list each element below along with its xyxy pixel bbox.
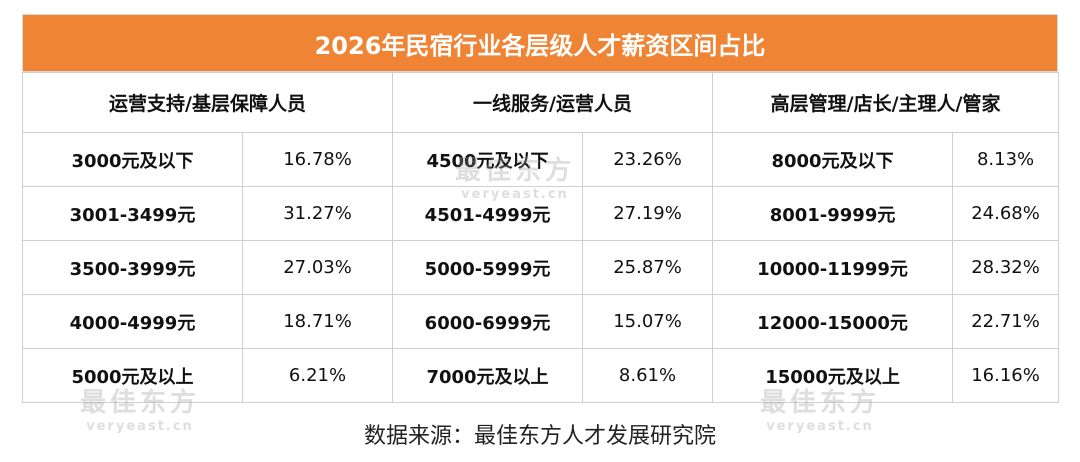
group-header: 运营支持/基层保障人员	[21, 72, 394, 133]
table-row: 4000-4999元 18.71% 6000-6999元 15.07% 1200…	[22, 294, 1060, 349]
salary-share: 8.61%	[582, 348, 714, 403]
data-source-note: 数据来源：最佳东方人才发展研究院	[363, 424, 716, 449]
salary-range: 8000元及以下	[712, 132, 954, 187]
salary-range: 3001-3499元	[22, 186, 243, 241]
group-header: 一线服务/运营人员	[392, 72, 714, 133]
table-title: 2026年民宿行业各层级人才薪资区间占比	[22, 14, 1058, 72]
salary-range: 3500-3999元	[22, 240, 243, 295]
salary-share: 24.68%	[952, 186, 1060, 241]
salary-share: 25.87%	[582, 240, 714, 295]
salary-share: 27.19%	[582, 186, 714, 241]
salary-share: 23.26%	[582, 132, 714, 187]
table-row: 3001-3499元 31.27% 4501-4999元 27.19% 8001…	[22, 186, 1060, 241]
salary-table-container: 2026年民宿行业各层级人才薪资区间占比 运营支持/基层保障人员 一线服务/运营…	[21, 14, 1060, 403]
salary-range: 4500元及以下	[392, 132, 584, 187]
salary-range: 4000-4999元	[22, 294, 243, 349]
salary-range: 7000元及以上	[392, 348, 584, 403]
salary-range: 3000元及以下	[22, 132, 243, 187]
salary-range: 10000-11999元	[712, 240, 954, 295]
salary-share: 18.71%	[241, 294, 394, 349]
salary-share: 31.27%	[241, 186, 394, 241]
group-header: 高层管理/店长/主理人/管家	[712, 72, 1060, 133]
salary-share: 27.03%	[241, 240, 394, 295]
table-row: 3000元及以下 16.78% 4500元及以下 23.26% 8000元及以下…	[22, 132, 1060, 187]
salary-range: 5000-5999元	[392, 240, 584, 295]
salary-table: 运营支持/基层保障人员 一线服务/运营人员 高层管理/店长/主理人/管家 300…	[21, 72, 1060, 403]
salary-share: 8.13%	[952, 132, 1060, 187]
salary-share: 15.07%	[582, 294, 714, 349]
salary-share: 22.71%	[952, 294, 1060, 349]
salary-range: 4501-4999元	[392, 186, 584, 241]
salary-share: 16.16%	[952, 348, 1060, 403]
salary-range: 12000-15000元	[712, 294, 954, 349]
salary-share: 28.32%	[952, 240, 1060, 295]
salary-range: 5000元及以上	[22, 348, 243, 403]
salary-range: 15000元及以上	[712, 348, 954, 403]
salary-range: 8001-9999元	[712, 186, 954, 241]
table-row: 3500-3999元 27.03% 5000-5999元 25.87% 1000…	[22, 240, 1060, 295]
salary-range: 6000-6999元	[392, 294, 584, 349]
header-row: 运营支持/基层保障人员 一线服务/运营人员 高层管理/店长/主理人/管家	[21, 72, 1060, 133]
salary-share: 6.21%	[241, 348, 394, 403]
salary-share: 16.78%	[241, 132, 394, 187]
table-row: 5000元及以上 6.21% 7000元及以上 8.61% 15000元及以上 …	[22, 348, 1060, 403]
